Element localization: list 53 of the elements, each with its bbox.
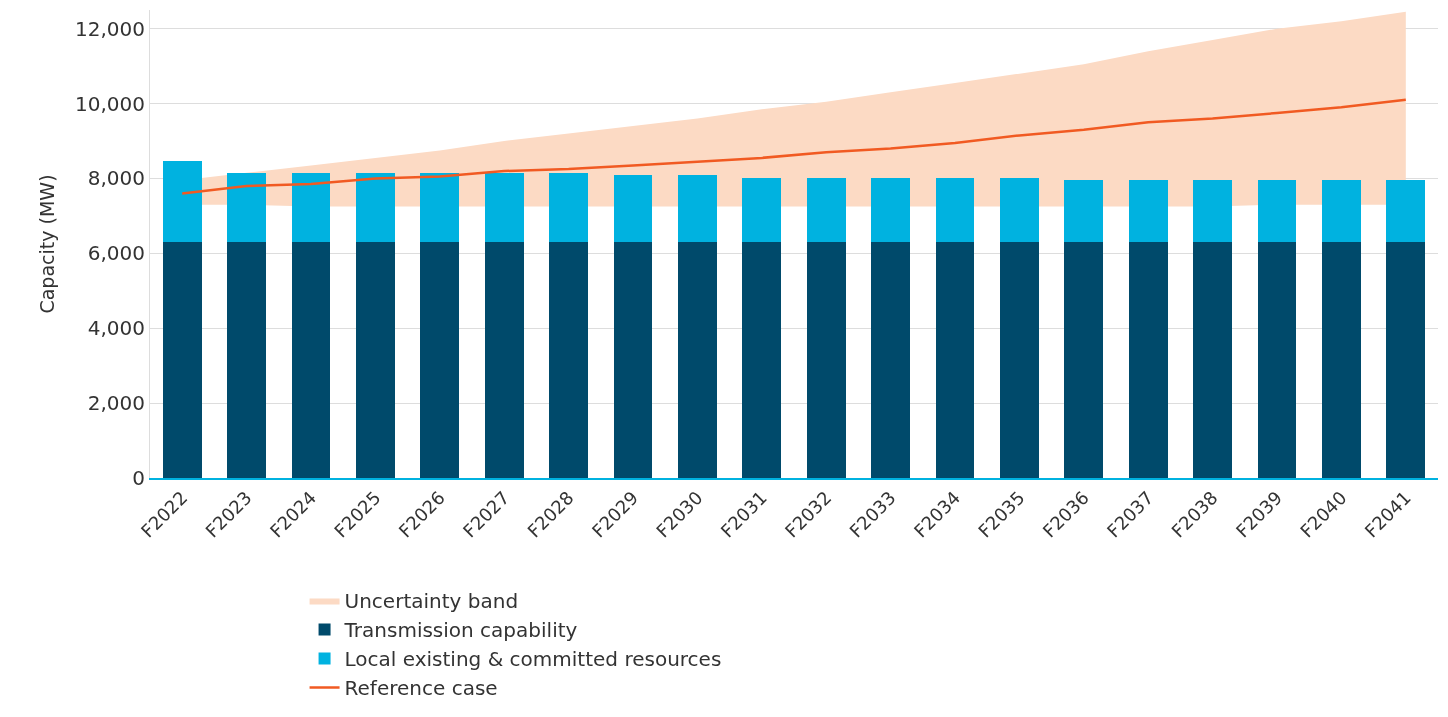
bar <box>935 242 975 478</box>
bar <box>162 242 202 478</box>
bar <box>1128 242 1168 478</box>
y-tick-label: 10,000 <box>75 91 145 116</box>
bar <box>1386 180 1426 243</box>
bar <box>742 178 782 243</box>
bar <box>935 178 975 243</box>
bar <box>806 178 846 243</box>
legend-label: Transmission capability <box>343 618 578 643</box>
bar <box>227 242 266 478</box>
bar <box>1000 178 1039 243</box>
bar <box>613 242 653 478</box>
bar <box>291 172 331 243</box>
y-tick-label: 6,000 <box>87 241 145 266</box>
bar <box>162 160 202 243</box>
bar <box>420 172 460 243</box>
bar <box>742 242 782 478</box>
bar <box>1386 242 1426 478</box>
bar <box>1128 180 1168 243</box>
bar <box>871 242 910 478</box>
y-tick-label: 12,000 <box>75 16 145 41</box>
legend-label: Local existing & committed resources <box>344 647 722 672</box>
line-series <box>180 98 1408 195</box>
bar <box>291 242 331 478</box>
bar <box>549 172 588 243</box>
bar <box>420 242 460 478</box>
bar <box>1322 242 1361 478</box>
bar <box>613 175 653 243</box>
bar <box>484 242 524 478</box>
bar <box>1064 242 1104 478</box>
y-axis-title: Capacity (MW) <box>35 174 58 314</box>
bar <box>356 172 395 243</box>
y-tick-label: 0 <box>132 466 145 490</box>
bar <box>356 242 395 478</box>
bar <box>549 242 588 478</box>
bar <box>871 178 910 243</box>
y-tick-label: 2,000 <box>87 391 145 416</box>
bar <box>1322 180 1361 243</box>
bar <box>1257 242 1297 478</box>
bar <box>806 242 846 478</box>
bar <box>678 242 717 478</box>
bar <box>1193 180 1232 243</box>
bar <box>1000 242 1039 478</box>
bar <box>678 175 717 243</box>
legend-label: Reference case <box>344 676 498 701</box>
bar <box>227 172 266 243</box>
bar <box>1193 242 1232 478</box>
bar <box>484 172 524 243</box>
y-tick-label: 4,000 <box>87 316 145 341</box>
legend-label: Uncertainty band <box>344 589 519 614</box>
y-tick-label: 8,000 <box>87 166 145 191</box>
bar <box>1257 180 1297 243</box>
bar <box>1064 180 1104 243</box>
